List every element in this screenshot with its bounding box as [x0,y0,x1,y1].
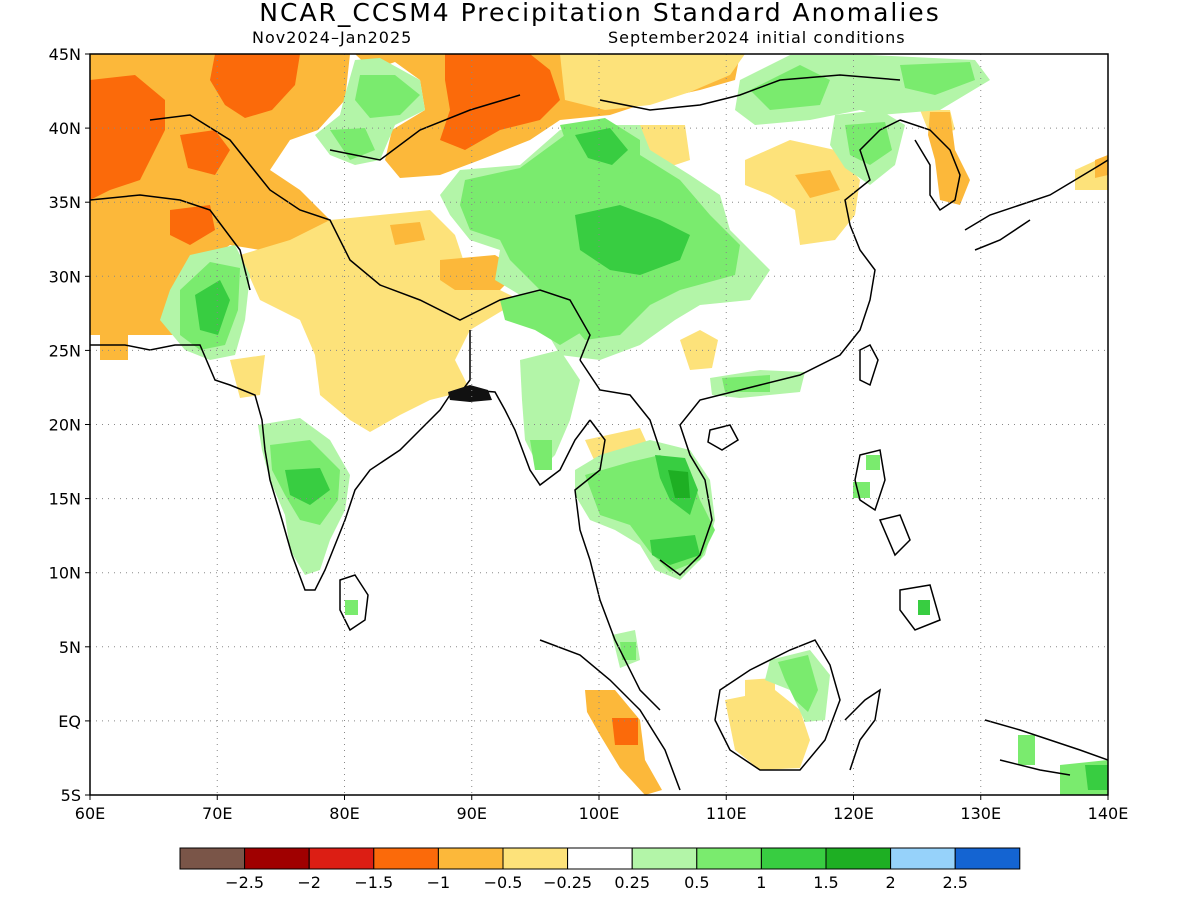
lon-tick-label: 140E [1088,804,1129,823]
lon-tick-label: 130E [960,804,1001,823]
longitude-axis: 60E 70E 80E 90E 100E 110E 120E 130E 140E [75,795,1129,823]
forecast-period: Nov2024–Jan2025 [252,28,413,47]
legend-label: −0.5 [484,873,523,892]
legend-swatch [760,847,827,870]
lon-tick-label: 90E [457,804,487,823]
anomaly-green-south-china [722,375,770,392]
anomaly-green-philippines [866,455,880,470]
anomaly-dorange-middle [180,130,230,175]
anomaly-green-manchuria [845,122,892,165]
anomaly-dorange-west [90,75,165,200]
anomaly-orange-northchina [795,170,840,198]
lat-tick-label: 20N [49,416,81,435]
legend-swatch [890,847,956,870]
latitude-axis: 45N 40N 35N 30N 25N 20N 15N 10N 5N EQ 5S [49,45,90,805]
legend-swatch [696,847,762,870]
legend-label: 2 [886,873,896,892]
legend-label: 1.5 [813,873,838,892]
legend-swatch [308,847,375,870]
legend-label: 1 [756,873,766,892]
legend-label: −1 [427,873,451,892]
lon-tick-label: 110E [706,804,747,823]
lat-tick-label: 15N [49,490,81,509]
lat-tick-label: 5N [59,638,81,657]
anomaly-orange-tibet-2 [390,222,425,245]
legend-label: 0.5 [684,873,709,892]
legend-swatch [244,847,310,870]
anomaly-lorange-northchina [745,140,860,245]
anomaly-dorange-south [170,205,215,245]
delta-marks [448,385,492,402]
coastlines [90,74,1108,791]
anomaly-dorange-north [210,54,300,118]
lat-tick-label: 45N [49,45,81,64]
lon-tick-label: 100E [579,804,620,823]
lat-tick-label: 35N [49,193,81,212]
anomaly-mgreen-china [575,205,690,275]
anomaly-green-mindanao [918,600,930,615]
legend-swatch [631,847,698,870]
anomaly-dorange-central [440,54,560,150]
anomaly-green-mongolia-2 [900,62,975,95]
legend-label: −2 [297,873,321,892]
anomaly-green-tibet-south [500,290,585,345]
initial-conditions: September2024 initial conditions [608,28,906,47]
anomaly-green-malaya [620,642,636,660]
legend-swatch [567,847,633,870]
anomaly-green-srilanka [345,600,358,615]
lon-tick-label: 60E [75,804,105,823]
anomaly-mgreen-pakistan [195,280,230,335]
legend-label: 2.5 [942,873,967,892]
anomaly-dorange-sumatra [612,718,638,745]
lat-tick-label: 5S [61,786,81,805]
anomaly-lorange-north [560,54,745,110]
legend-label: −1.5 [354,873,393,892]
map-title: NCAR_CCSM4 Precipitation Standard Anomal… [259,0,941,27]
anomaly-mgreen-india [285,468,330,505]
anomaly-green-westchina [355,75,420,118]
anomaly-mgreen-newguinea [1085,765,1108,790]
lat-tick-label: 40N [49,119,81,138]
anomaly-orange-west-2 [100,335,128,360]
legend-label: −0.25 [543,873,592,892]
legend-swatch [373,847,439,870]
anomaly-mgreen-china-north [575,128,628,165]
legend-label: 0.25 [614,873,650,892]
anomaly-lorange-southchina [680,330,718,370]
lat-tick-label: EQ [58,712,81,731]
anomaly-lorange-india-2 [230,355,265,398]
anomaly-dgreen-indochina [668,470,690,498]
anomaly-orange-korea [928,112,970,205]
lon-tick-label: 70E [202,804,232,823]
legend-label: −2.5 [225,873,264,892]
lon-tick-label: 80E [329,804,359,823]
lon-tick-label: 120E [833,804,874,823]
legend-swatch [825,847,892,870]
legend-swatch [502,847,569,870]
anomaly-green-sulawesi [1018,735,1035,765]
anomaly-mgreen-cambodia [650,535,700,565]
anomaly-orange-japan [1095,155,1108,178]
lat-tick-label: 10N [49,564,81,583]
anomaly-green-mongolia [750,65,830,110]
anomaly-field [90,54,1108,795]
legend-swatch [179,847,246,870]
legend-swatch [437,847,504,870]
anomaly-green-westchina-2 [330,128,375,160]
anomaly-green-myanmar [530,440,552,470]
anomaly-lorange-borneo-2 [745,678,775,698]
lat-tick-label: 25N [49,341,81,360]
lat-tick-label: 30N [49,267,81,286]
legend-swatch [954,847,1021,870]
color-legend: −2.5 −2 −1.5 −1 −0.5 −0.25 0.25 0.5 1 1.5 2 2.5 [179,847,1021,892]
anomaly-green-borneo [778,655,818,712]
anomaly-lorange-borneo [725,690,810,770]
